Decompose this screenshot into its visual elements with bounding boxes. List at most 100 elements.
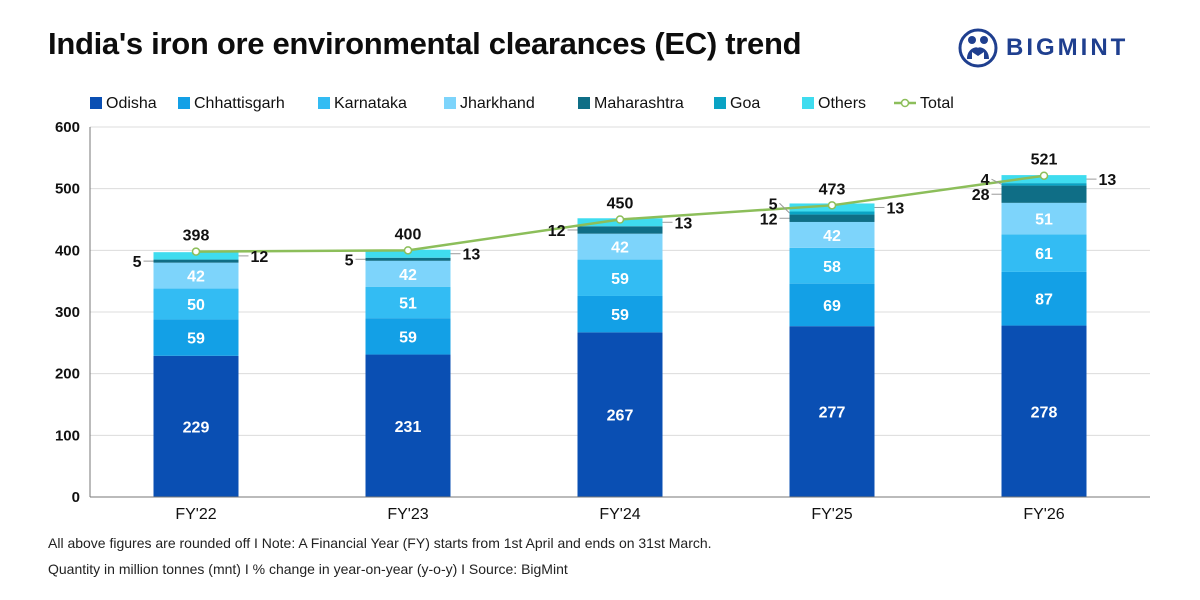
x-tick-label: FY'24	[599, 506, 640, 523]
data-labels: 398 4004504735212295950421252315951421352…	[133, 152, 1117, 437]
leader-line	[779, 202, 790, 214]
bar-odisha-0	[153, 355, 239, 497]
bar-chhattisgarh-2	[577, 295, 663, 333]
segment-label-odisha: 229	[183, 419, 210, 436]
x-tick-label: FY'22	[175, 506, 216, 523]
segment-label-karnataka: 50	[187, 297, 205, 314]
bar-karnataka-1	[365, 286, 451, 319]
legend-label-goa: Goa	[730, 95, 760, 112]
total-line	[191, 171, 1049, 256]
legend-label-others: Others	[818, 95, 866, 112]
segment-label-karnataka: 58	[823, 259, 841, 276]
segment-label-odisha: 277	[819, 405, 846, 422]
segment-label-goa: 4	[981, 172, 990, 189]
total-label: 473	[819, 181, 846, 198]
segment-label-maharashtra: 12	[760, 211, 778, 228]
segment-label-chhattisgarh: 59	[399, 329, 417, 346]
segment-label-others: 13	[675, 215, 693, 232]
legend-label-chhattisgarh: Chhattisgarh	[194, 95, 285, 112]
segment-label-goa: 5	[769, 196, 778, 213]
x-axis: FY'22 FY'23 FY'24 FY'25 FY'26	[90, 496, 1150, 523]
bar-others-0	[153, 252, 239, 260]
segment-label-jharkhand: 42	[187, 269, 205, 286]
bar-karnataka-3	[789, 247, 875, 284]
y-tick-label: 300	[55, 304, 80, 321]
bar-chhattisgarh-0	[153, 319, 239, 356]
chart-title: India's iron ore environmental clearance…	[48, 26, 802, 61]
total-label: 400	[395, 226, 422, 243]
segment-label-jharkhand: 42	[823, 228, 841, 245]
footer-note: All above figures are rounded off I Note…	[48, 535, 712, 551]
segment-label-odisha: 278	[1031, 404, 1058, 421]
bar-odisha-1	[365, 354, 451, 497]
total-label: 450	[607, 196, 634, 213]
bar-karnataka-4	[1001, 234, 1087, 272]
legend-swatch-chhattisgarh	[178, 97, 190, 109]
total-label: 398	[183, 228, 210, 245]
total-point	[1039, 171, 1049, 180]
bar-maharashtra-0	[153, 259, 239, 263]
bar-jharkhand-1	[365, 260, 451, 287]
brand-logo: BIGMINT	[958, 26, 1128, 70]
bar-chhattisgarh-1	[365, 318, 451, 355]
legend-swatch-jharkhand	[444, 97, 456, 109]
segment-label-chhattisgarh: 59	[187, 331, 205, 348]
y-axis: 0 100 200 300 400 500 600	[55, 119, 91, 506]
legend-label-total: Total	[920, 95, 954, 112]
segment-label-chhattisgarh: 69	[823, 298, 841, 315]
legend-label-odisha: Odisha	[106, 95, 157, 112]
segment-label-karnataka: 59	[611, 271, 629, 288]
segment-label-maharashtra: 5	[133, 254, 142, 271]
segment-label-karnataka: 61	[1035, 246, 1053, 263]
segment-label-others: 13	[463, 247, 481, 264]
bar-maharashtra-2	[577, 226, 663, 234]
segment-label-others: 13	[1099, 172, 1117, 189]
bar-karnataka-2	[577, 259, 663, 296]
legend-marker-total	[900, 98, 910, 108]
legend-swatch-others	[802, 97, 814, 109]
y-tick-label: 0	[72, 489, 80, 506]
bar-goa-4	[1001, 183, 1087, 186]
bars	[153, 175, 1087, 497]
legend-label-jharkhand: Jharkhand	[460, 95, 535, 112]
legend-label-maharashtra: Maharashtra	[594, 95, 684, 112]
bigmint-logo-icon	[958, 28, 998, 68]
bar-maharashtra-1	[365, 257, 451, 261]
legend-swatch-karnataka	[318, 97, 330, 109]
legend-swatch-odisha	[90, 97, 102, 109]
segment-label-chhattisgarh: 59	[611, 307, 629, 324]
bar-odisha-3	[789, 326, 875, 497]
bar-odisha-2	[577, 332, 663, 497]
segment-label-maharashtra: 5	[345, 252, 354, 269]
segment-label-karnataka: 51	[399, 295, 417, 312]
y-tick-label: 600	[55, 119, 80, 136]
total-point	[191, 247, 201, 256]
bar-jharkhand-4	[1001, 202, 1087, 235]
bar-jharkhand-3	[789, 221, 875, 248]
x-tick-label: FY'26	[1023, 506, 1064, 523]
x-tick-label: FY'25	[811, 506, 852, 523]
chart-legend: Odisha Chhattisgarh Karnataka Jharkhand Maha…	[90, 95, 954, 112]
segment-label-maharashtra: 12	[548, 223, 566, 240]
bar-jharkhand-0	[153, 262, 239, 289]
bar-odisha-4	[1001, 325, 1087, 497]
y-tick-label: 100	[55, 427, 80, 444]
legend-swatch-maharashtra	[578, 97, 590, 109]
bar-goa-3	[789, 211, 875, 215]
total-label: 521	[1031, 152, 1058, 169]
segment-label-jharkhand: 51	[1035, 212, 1053, 229]
brand-name: BIGMINT	[1006, 34, 1129, 61]
segment-label-maharashtra: 28	[972, 187, 990, 204]
segment-label-others: 12	[251, 249, 269, 266]
segment-label-jharkhand: 42	[611, 240, 629, 257]
total-point	[615, 215, 625, 224]
segment-label-odisha: 267	[607, 408, 634, 425]
segment-label-chhattisgarh: 87	[1035, 292, 1053, 309]
total-point	[827, 201, 837, 210]
legend-label-karnataka: Karnataka	[334, 95, 407, 112]
bar-chhattisgarh-4	[1001, 271, 1087, 326]
footer-source: Quantity in million tonnes (mnt) I % cha…	[48, 561, 568, 577]
legend-swatch-goa	[714, 97, 726, 109]
total-point	[403, 246, 413, 255]
